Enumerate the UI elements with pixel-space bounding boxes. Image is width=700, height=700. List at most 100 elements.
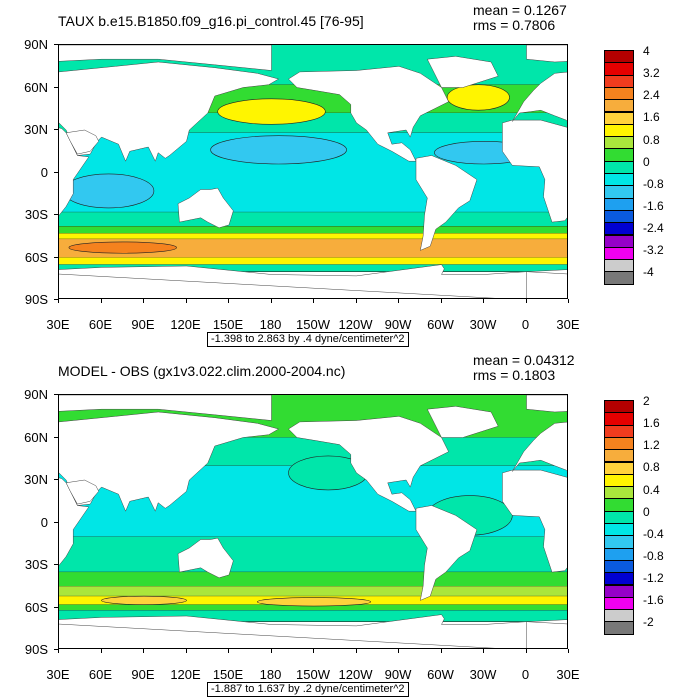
longitude-label: 60W (427, 667, 454, 682)
land-mask (65, 129, 99, 155)
longitude-tick (185, 299, 187, 303)
longitude-tick (58, 649, 59, 653)
field-patch (257, 597, 371, 607)
colorbar-swatch (604, 400, 634, 414)
latitude-label: 60S (24, 599, 48, 615)
contour-range-label: -1.398 to 2.863 by .4 dyne/centimeter^2 (207, 332, 409, 347)
colorbar-swatch (604, 510, 634, 524)
colorbar-swatch (604, 86, 634, 101)
latitude-label: 90S (24, 292, 48, 307)
latitude-label: 0 (40, 164, 48, 180)
colorbar-label: 1.6 (643, 416, 660, 431)
colorbar-swatch (604, 449, 634, 463)
longitude-tick (100, 649, 102, 653)
longitude-label: 120E (170, 667, 201, 682)
colorbar-swatch (604, 62, 634, 76)
field-band (59, 264, 567, 272)
colorbar-label: -0.4 (643, 526, 664, 541)
latitude-tick (54, 479, 58, 480)
latitude-label: 60N (24, 429, 48, 445)
contour-range-label: -1.887 to 1.637 by .2 dyne/centimeter^2 (207, 682, 409, 697)
colorbar-swatch (604, 123, 634, 138)
field-band (59, 226, 567, 234)
latitude-label: 60S (24, 249, 48, 265)
colorbar-label: 1.6 (643, 110, 660, 125)
land-mask (526, 395, 567, 413)
field-patch (446, 84, 510, 111)
longitude-label: 60E (88, 667, 113, 682)
longitude-label: 90E (131, 667, 155, 682)
longitude-tick (525, 649, 527, 653)
land-mask (288, 66, 449, 162)
land-mask (59, 264, 527, 298)
longitude-label: 120W (338, 667, 373, 682)
colorbar-swatch (604, 547, 634, 561)
colorbar-label: 1.2 (643, 438, 660, 453)
longitude-label: 30E (46, 667, 70, 682)
land-mask (59, 477, 90, 566)
longitude-label: 150E (212, 667, 244, 682)
land-mask (512, 421, 567, 472)
land-mask (415, 505, 478, 601)
latitude-tick (54, 129, 58, 130)
land-mask (59, 411, 280, 512)
mean-value: mean = 0.1267 (473, 2, 567, 18)
land-mask (526, 45, 567, 63)
latitude-tick (54, 214, 58, 215)
longitude-tick (440, 649, 442, 653)
colorbar-label: -2.4 (643, 221, 664, 236)
longitude-tick (100, 299, 102, 303)
colorbar-label: 3.2 (643, 66, 660, 81)
land-mask (59, 45, 272, 71)
field-patch (210, 135, 347, 165)
longitude-label: 90W (384, 667, 412, 682)
longitude-tick (185, 649, 187, 653)
longitude-tick (270, 299, 272, 303)
longitude-tick (228, 299, 229, 303)
map-panel-top: TAUX b.e15.B1850.f09_g16.pi_control.45 [… (24, 2, 664, 347)
colorbar-swatch (604, 436, 634, 451)
longitude-tick (228, 649, 229, 653)
colorbar-label: 2.4 (643, 88, 660, 103)
latitude-label: 90N (24, 387, 48, 402)
colorbar-swatch (604, 596, 634, 611)
latitude-tick (54, 44, 58, 45)
colorbar-swatch (604, 412, 634, 426)
longitude-label: 120E (170, 317, 201, 332)
mean-value: mean = 0.04312 (473, 352, 575, 368)
colorbar-label: 4 (643, 44, 650, 58)
colorbar-swatch (604, 621, 634, 635)
latitude-tick (54, 86, 58, 88)
longitude-label: 180 (259, 667, 282, 682)
colorbar-swatch (604, 259, 634, 273)
land-mask (288, 416, 449, 512)
longitude-label: 30E (556, 667, 580, 682)
longitude-tick (483, 299, 484, 303)
colorbar-swatch (604, 271, 634, 285)
colorbar-swatch (604, 50, 634, 64)
colorbar-swatch (604, 185, 634, 199)
colorbar-label: 0 (643, 154, 650, 169)
latitude-tick (54, 521, 58, 523)
land-mask (426, 406, 499, 438)
field-band (59, 212, 567, 227)
field-patch (68, 241, 177, 254)
colorbar-swatch (604, 473, 634, 488)
colorbar-swatch (604, 136, 634, 150)
longitude-tick (568, 649, 569, 653)
longitude-label: 90E (131, 317, 155, 332)
longitude-label: 0 (521, 317, 530, 332)
field-band (59, 572, 567, 587)
latitude-tick (54, 299, 58, 300)
longitude-label: 30W (469, 667, 497, 682)
colorbar-swatch (604, 148, 634, 162)
longitude-label: 0 (521, 667, 530, 682)
longitude-label: 150W (296, 317, 330, 332)
longitude-tick (440, 299, 442, 303)
colorbar-swatch (604, 584, 634, 598)
field-patch (62, 173, 155, 209)
latitude-tick (54, 564, 58, 565)
land-mask (65, 479, 99, 505)
longitude-label: 60E (88, 317, 113, 332)
longitude-label: 180 (259, 317, 282, 332)
